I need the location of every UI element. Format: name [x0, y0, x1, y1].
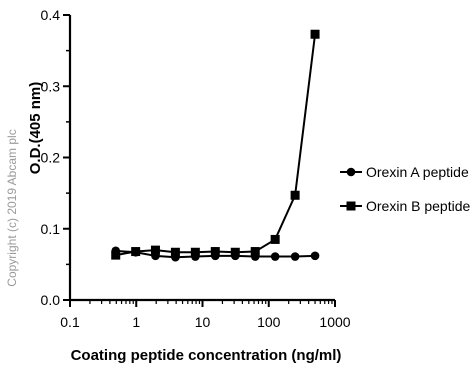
- data-point-square: [250, 247, 260, 257]
- data-point-square: [270, 234, 280, 244]
- data-point-square: [111, 250, 121, 260]
- data-point-circle: [290, 252, 300, 261]
- legend-item-0: Orexin A peptide: [340, 164, 469, 180]
- data-point-square: [131, 247, 141, 257]
- axes: 0.0 0.1 0.2 0.3 0.4 0.1 1 10 100 1000: [41, 7, 351, 330]
- data-point-square: [170, 247, 180, 257]
- data-point-square: [150, 245, 160, 255]
- y-tick-label: 0.1: [41, 221, 61, 237]
- x-axis-title: Coating peptide concentration (ng/ml): [71, 347, 342, 364]
- y-tick-label: 0.4: [41, 7, 61, 23]
- data-point-square: [310, 29, 320, 39]
- y-tick-label: 0.2: [41, 150, 61, 166]
- data-point-circle: [270, 252, 280, 261]
- x-tick-label: 1000: [319, 314, 350, 330]
- x-tick-label: 0.1: [60, 314, 80, 330]
- copyright-watermark: Copyright (c) 2019 Abcam plc: [5, 129, 19, 286]
- x-tick-label: 100: [257, 314, 281, 330]
- y-tick-label: 0.3: [41, 78, 61, 94]
- data-point-square: [290, 190, 300, 200]
- y-axis-title: O.D.(405 nm): [27, 82, 44, 175]
- legend: Orexin A peptide Orexin B peptide: [340, 164, 470, 214]
- data-point-square: [190, 247, 200, 257]
- x-tick-label: 10: [195, 314, 211, 330]
- series-1: [111, 29, 320, 260]
- data-point-square: [230, 247, 240, 257]
- series-line: [115, 34, 317, 257]
- series-layer: [111, 29, 320, 262]
- legend-label: Orexin B peptide: [366, 198, 470, 214]
- y-tick-label: 0.0: [41, 292, 61, 308]
- data-point-square: [210, 247, 220, 257]
- x-tick-label: 1: [132, 314, 140, 330]
- legend-label: Orexin A peptide: [366, 164, 469, 180]
- data-point-circle: [310, 251, 320, 261]
- legend-marker: [346, 167, 356, 177]
- legend-item-1: Orexin B peptide: [340, 198, 470, 214]
- legend-marker: [346, 201, 356, 211]
